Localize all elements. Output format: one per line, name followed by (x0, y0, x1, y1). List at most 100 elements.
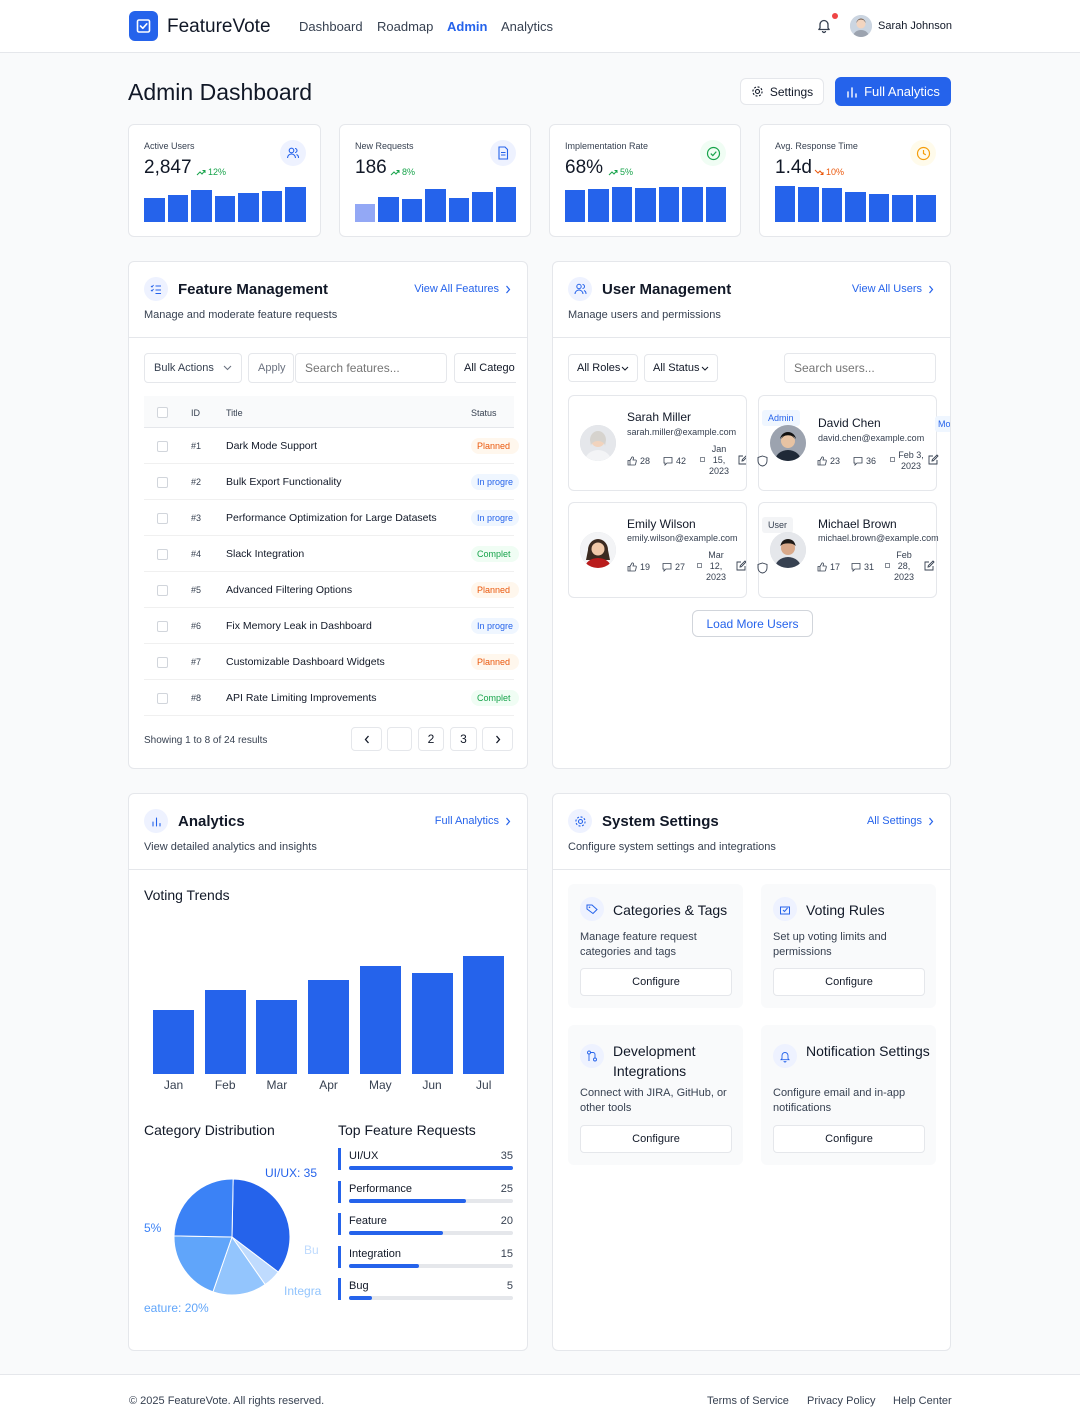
voting-tick-label: Jan (163, 1078, 184, 1092)
row-title[interactable]: Customizable Dashboard Widgets (226, 656, 385, 668)
nav-admin[interactable]: Admin (447, 19, 488, 34)
configure-voting-button[interactable]: Configure (773, 968, 925, 996)
table-row[interactable]: #3 Performance Optimization for Large Dat… (144, 500, 519, 536)
edit-user-icon[interactable] (923, 560, 935, 572)
pie-slice-performance[interactable] (173, 1178, 234, 1238)
row-title[interactable]: Bulk Export Functionality (226, 476, 342, 488)
table-row[interactable]: #1 Dark Mode Support Planned (144, 428, 519, 464)
pie-label-integration: Integra (284, 1284, 322, 1298)
feature-search-input[interactable] (295, 353, 447, 383)
row-checkbox[interactable] (157, 693, 168, 704)
category-filter-select[interactable]: All Catego (454, 353, 516, 383)
configure-categories-button[interactable]: Configure (580, 968, 732, 996)
user-card-emily-wilson[interactable]: Emily Wilson emily.wilson@example.com 19… (568, 502, 747, 598)
table-row[interactable]: #8 API Rate Limiting Improvements Complet (144, 680, 519, 716)
edit-user-icon[interactable] (927, 454, 939, 466)
row-title[interactable]: API Rate Limiting Improvements (226, 692, 377, 704)
apply-button[interactable]: Apply (248, 353, 294, 383)
row-title[interactable]: Slack Integration (226, 548, 305, 560)
row-title[interactable]: Dark Mode Support (226, 440, 318, 452)
full-analytics-button[interactable]: Full Analytics (835, 77, 951, 106)
row-checkbox[interactable] (157, 441, 168, 452)
app-name[interactable]: FeatureVote (167, 16, 271, 37)
terms-link[interactable]: Terms of Service (707, 1395, 789, 1407)
user-name[interactable]: Sarah Johnson (878, 20, 952, 32)
row-checkbox[interactable] (157, 585, 168, 596)
next-page-button[interactable] (482, 727, 513, 751)
logo-icon[interactable] (129, 11, 158, 41)
pie-slice-uiux[interactable] (231, 1178, 291, 1273)
row-checkbox[interactable] (157, 549, 168, 560)
voting-bar-apr[interactable] (308, 979, 350, 1074)
user-name: Emily Wilson (627, 517, 696, 531)
row-title[interactable]: Performance Optimization for Large Datas… (226, 512, 437, 524)
user-search-input[interactable] (784, 353, 936, 383)
table-row[interactable]: #2 Bulk Export Functionality In progre (144, 464, 519, 500)
stat-label: New Requests (355, 141, 414, 151)
table-row[interactable]: #7 Customizable Dashboard Widgets Planned (144, 644, 519, 680)
pie-label-performance: 5% (144, 1221, 162, 1235)
configure-notifications-button[interactable]: Configure (773, 1125, 925, 1153)
row-checkbox[interactable] (157, 513, 168, 524)
page-button-2[interactable]: 2 (418, 727, 444, 751)
table-row[interactable]: #4 Slack Integration Complet (144, 536, 519, 572)
shield-icon[interactable] (757, 455, 768, 467)
user-card-sarah-miller[interactable]: Sarah Miller sarah.miller@example.com 28… (568, 395, 747, 491)
row-checkbox[interactable] (157, 657, 168, 668)
nav-analytics[interactable]: Analytics (501, 19, 554, 34)
table-row[interactable]: #5 Advanced Filtering Options Planned (144, 572, 519, 608)
row-title[interactable]: Fix Memory Leak in Dashboard (226, 620, 372, 632)
full-analytics-link[interactable]: Full Analytics (435, 815, 511, 827)
settings-button[interactable]: Settings (740, 78, 824, 105)
status-filter-select[interactable]: All Status (644, 354, 718, 382)
edit-user-icon[interactable] (737, 454, 746, 466)
edit-user-icon[interactable] (735, 560, 746, 572)
voting-bar-may[interactable] (359, 965, 401, 1074)
voting-bar-jul[interactable] (463, 956, 505, 1074)
settings-card-title: Voting Rules (806, 902, 885, 918)
nav-roadmap[interactable]: Roadmap (377, 19, 434, 34)
row-checkbox[interactable] (157, 621, 168, 632)
gear-icon (752, 86, 763, 97)
stat-label: Implementation Rate (565, 141, 649, 151)
pie-slice-feature[interactable] (173, 1235, 233, 1293)
status-badge: Planned (471, 654, 519, 670)
bulk-actions-select[interactable]: Bulk Actions (144, 353, 242, 383)
select-all-checkbox[interactable] (157, 407, 168, 418)
document-icon (490, 140, 516, 166)
divider (129, 337, 527, 338)
role-badge-admin: Admin (762, 410, 800, 426)
privacy-link[interactable]: Privacy Policy (807, 1395, 876, 1407)
row-checkbox[interactable] (157, 477, 168, 488)
all-settings-link[interactable]: All Settings (867, 815, 934, 827)
table-row[interactable]: #6 Fix Memory Leak in Dashboard In progre (144, 608, 519, 644)
shield-icon[interactable] (757, 562, 768, 574)
notification-bell-icon[interactable] (816, 17, 832, 34)
configure-integrations-button[interactable]: Configure (580, 1125, 732, 1153)
page-button-3[interactable]: 3 (450, 727, 477, 751)
settings-card-desc: Configure email and in-app notifications (773, 1087, 906, 1114)
user-avatar[interactable] (850, 15, 872, 37)
view-all-users-link[interactable]: View All Users (852, 283, 934, 295)
bar-chart-icon (144, 809, 168, 833)
prev-page-button[interactable] (351, 727, 382, 751)
load-more-users-button[interactable]: Load More Users (692, 610, 813, 637)
roles-filter-select[interactable]: All Roles (568, 354, 638, 382)
voting-bar-mar[interactable] (256, 1000, 298, 1074)
top-requests-title: Top Feature Requests (338, 1122, 476, 1138)
voting-bar-feb[interactable] (204, 990, 246, 1074)
help-center-link[interactable]: Help Center (893, 1395, 952, 1407)
status-badge: Planned (471, 582, 519, 598)
user-card-michael-brown[interactable]: User Michael Brown michael.brown@example… (757, 502, 939, 598)
row-title[interactable]: Advanced Filtering Options (226, 584, 353, 596)
voting-bar-jun[interactable] (411, 972, 453, 1074)
settings-card-title: Notification Settings (806, 1043, 930, 1059)
page-button-1[interactable] (387, 727, 412, 751)
user-card-david-chen[interactable]: Admin Mo David Chen david.chen@example.c… (757, 395, 950, 491)
pie-slice-integration[interactable] (212, 1235, 266, 1296)
top-request-row: Feature 20 (338, 1213, 513, 1241)
view-all-features-link[interactable]: View All Features (414, 283, 511, 295)
voting-bar-jan[interactable] (153, 1010, 194, 1074)
chevron-right-icon (495, 735, 500, 743)
nav-dashboard[interactable]: Dashboard (299, 19, 363, 34)
